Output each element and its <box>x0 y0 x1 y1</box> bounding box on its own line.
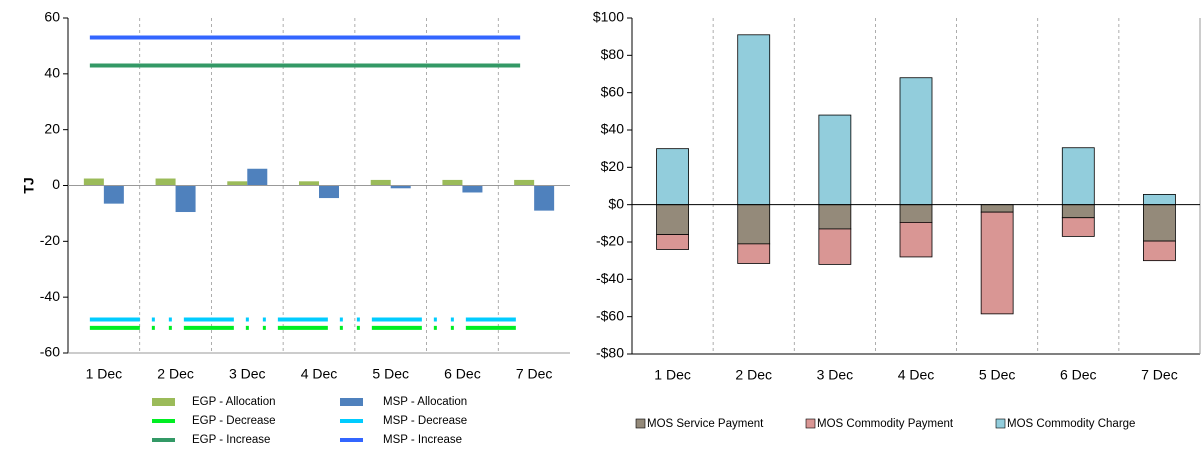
legend-marker <box>340 398 363 406</box>
y-tick-label: $40 <box>601 121 625 137</box>
legend-marker <box>635 418 646 429</box>
bar <box>462 185 483 193</box>
bar <box>534 185 555 211</box>
legend-label: MOS Service Payment <box>647 418 764 430</box>
legend-marker <box>805 418 816 429</box>
bar-segment <box>1143 193 1176 206</box>
x-tick-label: 7 Dec <box>1141 367 1178 383</box>
bar-segment <box>818 204 852 230</box>
bar <box>319 185 339 199</box>
y-tick-label: -$20 <box>596 233 624 249</box>
x-tick-label: 6 Dec <box>1060 367 1097 383</box>
legend-label: MSP - Allocation <box>383 396 467 408</box>
bar <box>227 181 248 186</box>
bar-segment <box>1061 217 1095 237</box>
y-tick-label: 0 <box>52 176 60 192</box>
y-tick-label: 40 <box>44 65 60 81</box>
bar <box>299 181 319 186</box>
legend-marker <box>152 398 175 406</box>
bar-segment <box>656 204 689 235</box>
legend-label: EGP - Decrease <box>192 415 276 427</box>
bar-segment <box>899 221 933 258</box>
bar-segment <box>980 204 1014 213</box>
bar-segment <box>656 234 689 250</box>
x-tick-label: 3 Dec <box>817 367 854 383</box>
y-tick-label: -40 <box>40 288 60 304</box>
legend-marker <box>995 418 1006 429</box>
bar-segment <box>656 148 689 206</box>
x-tick-label: 3 Dec <box>229 366 266 382</box>
bar-segment <box>899 204 933 223</box>
x-tick-label: 5 Dec <box>979 367 1016 383</box>
y-tick-label: -$80 <box>596 345 624 361</box>
y-tick-label: 60 <box>44 9 60 25</box>
y-tick-label: -60 <box>40 344 60 360</box>
x-tick-label: 6 Dec <box>444 366 481 382</box>
y-tick-label: $20 <box>601 158 625 174</box>
bar <box>390 185 411 189</box>
bar-segment <box>899 77 933 206</box>
bar-segment <box>980 211 1014 315</box>
y-tick-label: -$60 <box>596 307 624 323</box>
legend-label: EGP - Increase <box>192 434 270 446</box>
bar-segment <box>818 114 852 206</box>
legend-label: MSP - Decrease <box>383 415 467 427</box>
y-tick-label: $80 <box>601 46 625 62</box>
bar <box>514 179 535 186</box>
legend-label: EGP - Allocation <box>192 396 276 408</box>
bar-segment <box>737 34 771 206</box>
bar-segment <box>737 204 771 245</box>
bar <box>370 179 391 186</box>
y-tick-label: 20 <box>44 120 60 136</box>
bar-segment <box>737 243 771 264</box>
legend-label: MSP - Increase <box>383 434 462 446</box>
bar-segment <box>1061 147 1095 206</box>
legend-label: MOS Commodity Payment <box>817 418 954 430</box>
x-tick-label: 5 Dec <box>372 366 409 382</box>
bar-segment <box>1143 240 1176 262</box>
bar <box>83 178 104 186</box>
y-tick-label: $60 <box>601 83 625 99</box>
y-tick-label: $0 <box>608 195 624 211</box>
y-tick-label: $100 <box>593 9 624 25</box>
bar <box>155 178 176 186</box>
bar <box>175 185 196 213</box>
x-tick-label: 1 Dec <box>86 366 123 382</box>
bar-segment <box>1143 204 1176 242</box>
y-tick-label: -$40 <box>596 270 624 286</box>
x-tick-label: 4 Dec <box>301 366 338 382</box>
bar <box>247 168 268 186</box>
bar <box>442 179 463 186</box>
bar-segment <box>818 228 852 265</box>
bar-segment <box>1061 204 1095 219</box>
x-tick-label: 2 Dec <box>157 366 194 382</box>
x-tick-label: 4 Dec <box>898 367 935 383</box>
x-tick-label: 7 Dec <box>516 366 553 382</box>
y-tick-label: -20 <box>40 232 60 248</box>
bar <box>103 185 124 204</box>
x-tick-label: 1 Dec <box>654 367 691 383</box>
y-axis-label: TJ <box>21 177 37 193</box>
x-tick-label: 2 Dec <box>735 367 772 383</box>
legend-label: MOS Commodity Charge <box>1007 418 1135 430</box>
